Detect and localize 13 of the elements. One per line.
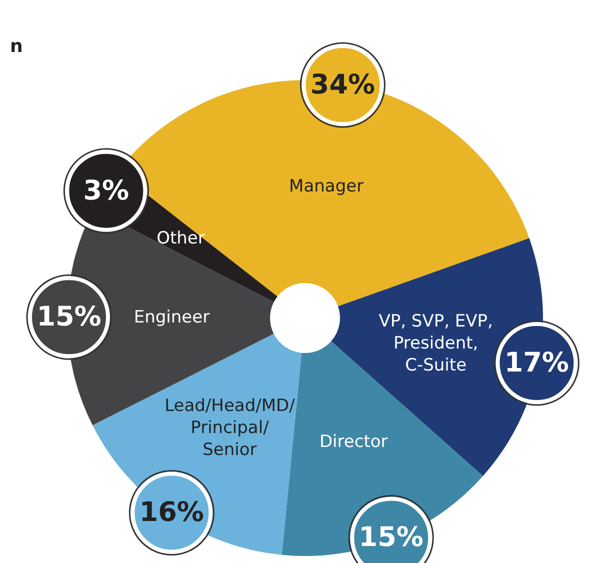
data-label: 3% bbox=[83, 175, 130, 206]
slice-label: VP, SVP, EVP, President, C-Suite bbox=[378, 311, 493, 376]
slice-label: Other bbox=[156, 228, 205, 248]
slice-label: Engineer bbox=[134, 307, 210, 328]
data-label: 16% bbox=[139, 497, 204, 528]
data-label: 34% bbox=[310, 70, 376, 101]
slice-label: Lead/Head/MD/Principal/Senior bbox=[164, 396, 296, 460]
slice-label: Manager bbox=[289, 176, 364, 196]
slice-label: Director bbox=[319, 432, 388, 452]
text: n bbox=[10, 36, 23, 57]
data-label: 17% bbox=[504, 348, 569, 379]
data-label: 15% bbox=[358, 522, 424, 554]
data-label: 15% bbox=[36, 302, 102, 333]
